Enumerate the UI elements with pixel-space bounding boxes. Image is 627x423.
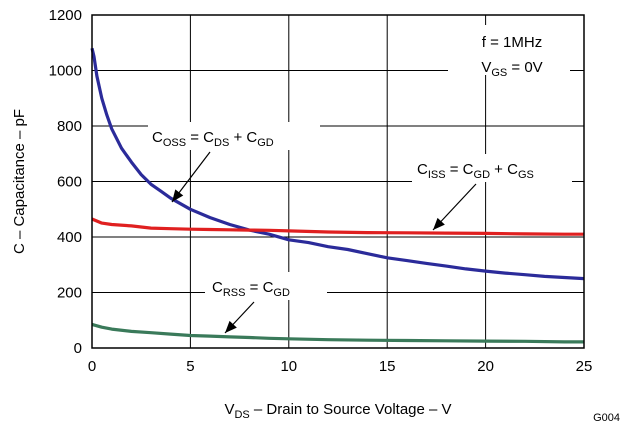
axis-ticks: 0 5 10 15 20 25 0 200 400 600 800 1000 1200 — [49, 7, 593, 375]
vgs-condition: VGS = 0V — [481, 59, 542, 79]
series-line — [91, 322, 584, 344]
series-label: COSS = CDS + CGD — [152, 129, 274, 149]
series-label-background — [205, 272, 327, 300]
arrowhead — [172, 189, 184, 202]
y-tick-label: 1200 — [49, 7, 82, 24]
arrowhead — [433, 217, 445, 230]
y-tick-label: 1000 — [49, 63, 82, 80]
frequency-condition: f = 1MHz — [482, 34, 542, 51]
series-line — [90, 47, 585, 281]
x-tick-label: 10 — [280, 358, 297, 375]
series-label: CRSS = CGD — [212, 279, 290, 299]
conditions-background — [448, 25, 570, 75]
series-label: CISS = CGD + CGS — [417, 161, 534, 181]
y-tick-label: 0 — [74, 340, 82, 357]
plot-frame — [91, 14, 585, 349]
annotations: COSS = CDS + CGD CISS = CGD + CGS CRSS = C… — [148, 25, 572, 334]
y-tick-label: 600 — [57, 174, 82, 191]
x-tick-label: 5 — [186, 358, 194, 375]
x-tick-label: 0 — [88, 358, 96, 375]
y-tick-label: 400 — [57, 229, 82, 246]
axis-labels: VDS – Drain to Source Voltage – V C – Cap… — [11, 109, 620, 423]
x-tick-label: 20 — [477, 358, 494, 375]
arrowhead — [225, 320, 237, 333]
y-tick-label: 800 — [57, 118, 82, 135]
x-tick-label: 15 — [379, 358, 396, 375]
series-line — [91, 217, 584, 236]
y-tick-label: 200 — [57, 285, 82, 302]
y-axis-label: C – Capacitance – pF — [11, 109, 28, 254]
x-tick-label: 25 — [576, 358, 593, 375]
series-lines — [90, 47, 585, 344]
series-label-background — [412, 154, 572, 182]
series-label-background — [148, 122, 320, 150]
x-axis-label: VDS – Drain to Source Voltage – V — [224, 401, 451, 421]
figure-id: G004 — [593, 412, 620, 423]
